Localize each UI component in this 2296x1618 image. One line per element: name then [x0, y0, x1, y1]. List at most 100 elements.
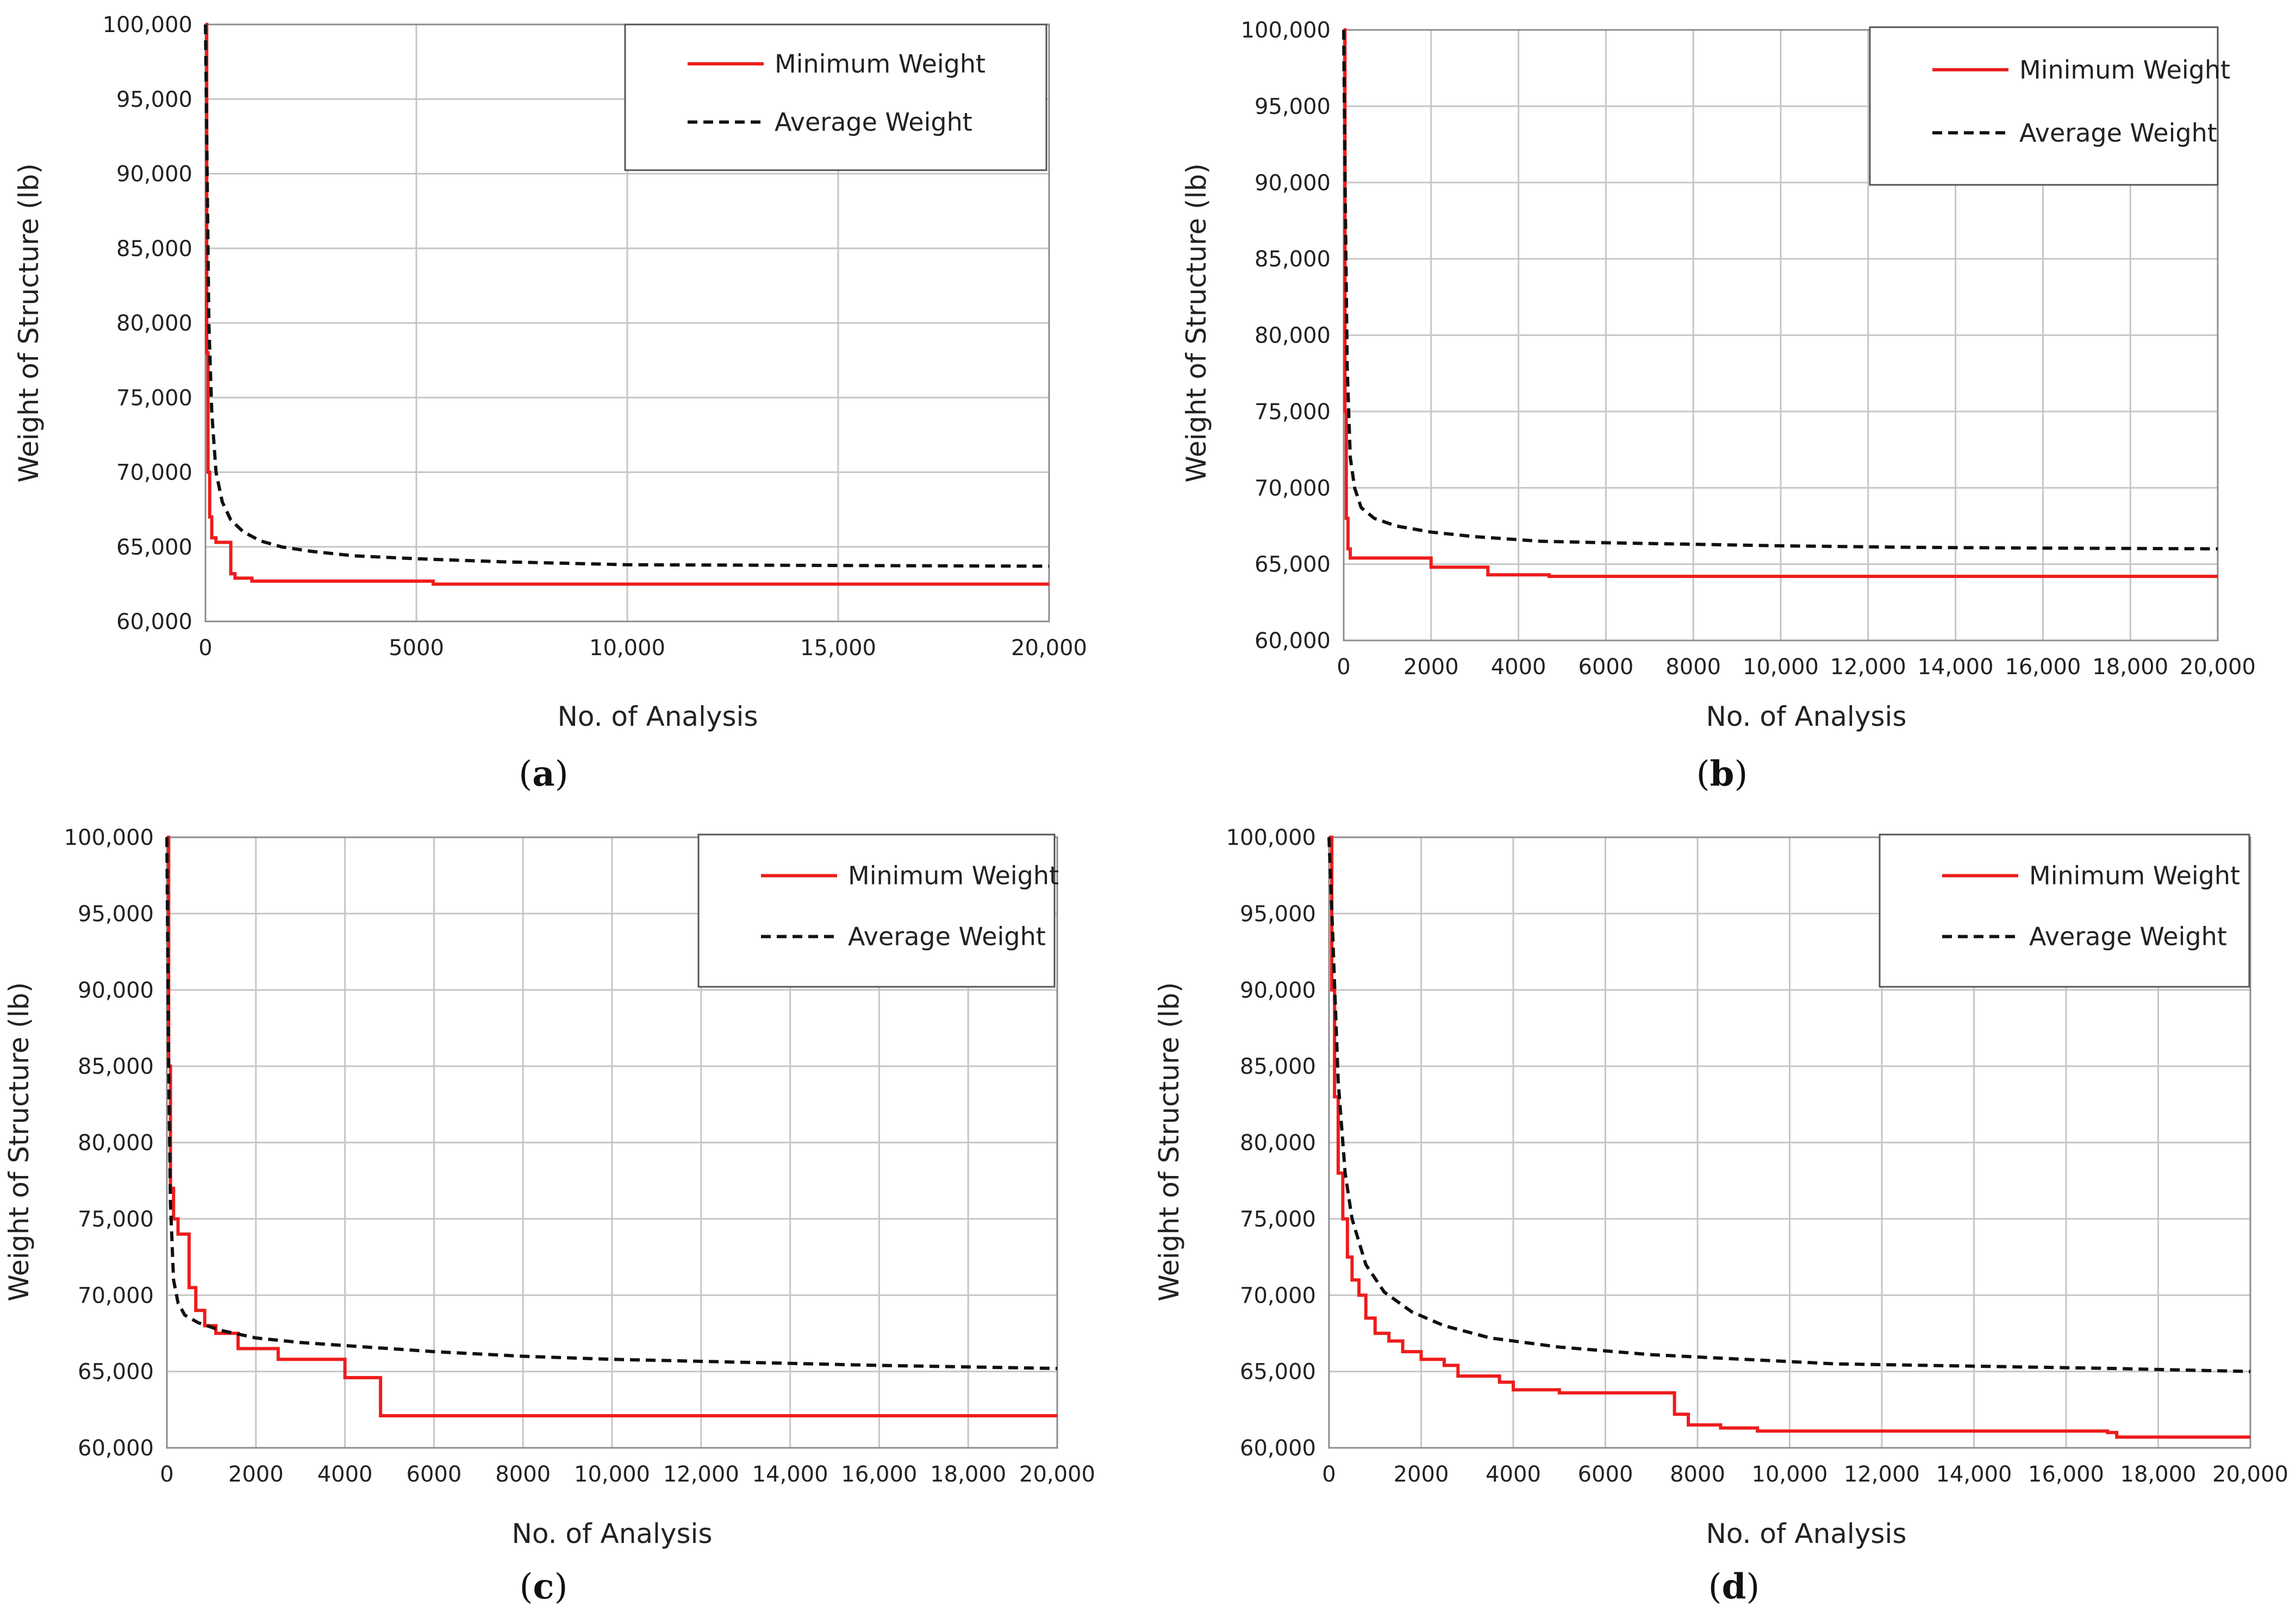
panel-c-y-tick-label: 100,000: [64, 825, 154, 850]
panel-c-y-tick-label: 95,000: [78, 901, 154, 926]
panel-b-x-tick-label: 18,000: [2092, 655, 2168, 680]
panel-d-y-tick-label: 85,000: [1240, 1054, 1316, 1079]
panel-a-x-tick-label: 5000: [389, 636, 444, 661]
panel-c-y-axis-title: Weight of Structure (lb): [3, 982, 35, 1301]
panel-a-ticks: 0 5000 10,000 15,000 20,000 60,000 65,000 70,00…: [103, 13, 1087, 661]
panel-b-legend-box: [1869, 26, 2219, 186]
panel-c-x-tick-label: 20,000: [1019, 1462, 1095, 1487]
panel-b-y-tick-label: 95,000: [1255, 94, 1331, 119]
panel-c-x-tick-label: 14,000: [752, 1462, 828, 1487]
panel-a-y-tick-label: 100,000: [103, 13, 192, 38]
panel-b-caption-letter: b: [1710, 754, 1735, 794]
panel-d-x-tick-label: 10,000: [1752, 1462, 1828, 1487]
panel-d-series: [1327, 836, 2251, 1439]
panel-c-legend-average-label: Average Weight: [848, 922, 1046, 951]
panel-b-caption: (b): [1696, 754, 1748, 794]
panel-b-x-tick-label: 8000: [1665, 655, 1721, 680]
panel-b-y-tick-label: 85,000: [1255, 247, 1331, 272]
panel-a-caption-letter: a: [532, 754, 554, 794]
panel-b-y-axis-title: Weight of Structure (lb): [1181, 163, 1212, 482]
panel-d-y-tick-label: 100,000: [1226, 825, 1316, 850]
panel-a-legend-average-label: Average Weight: [775, 108, 972, 137]
panel-a-caption: (a): [519, 754, 568, 794]
panel-b-y-tick-label: 70,000: [1255, 476, 1331, 501]
panel-b-y-tick-label: 65,000: [1255, 552, 1331, 577]
panel-a-x-axis-title: No. of Analysis: [558, 701, 758, 732]
panel-d-caption-letter: d: [1722, 1566, 1746, 1607]
panel-a-y-axis-title: Weight of Structure (lb): [13, 163, 45, 482]
panel-a-minimum-weight-line: [205, 23, 1049, 586]
panel-d-y-tick-label: 70,000: [1240, 1283, 1316, 1308]
panel-d-y-tick-label: 80,000: [1240, 1131, 1316, 1156]
panel-b-legend-average-label: Average Weight: [2019, 118, 2217, 147]
panel-d-minimum-weight-line: [1329, 836, 2250, 1439]
panel-a-x-tick-label: 20,000: [1011, 636, 1087, 661]
panel-d-x-tick-label: 4000: [1486, 1462, 1541, 1487]
panel-d-x-tick-label: 12,000: [1844, 1462, 1920, 1487]
panel-a-y-tick-label: 80,000: [116, 311, 192, 336]
panel-c-y-tick-label: 60,000: [78, 1436, 154, 1461]
panel-b-y-tick-label: 90,000: [1255, 171, 1331, 196]
panel-c-x-tick-label: 10,000: [574, 1462, 650, 1487]
panel-b-x-tick-label: 16,000: [2005, 655, 2081, 680]
panel-d-y-tick-label: 90,000: [1240, 978, 1316, 1003]
panel-c-average-weight-line: [165, 837, 1058, 1370]
panel-a-x-tick-label: 0: [198, 636, 212, 661]
panel-c-x-tick-label: 6000: [407, 1462, 462, 1487]
panel-c-caption-letter: c: [533, 1566, 554, 1607]
panel-d-x-tick-label: 14,000: [1936, 1462, 2012, 1487]
panel-d-x-tick-label: 0: [1322, 1462, 1336, 1487]
panel-c-x-axis-title: No. of Analysis: [512, 1518, 713, 1549]
panel-c-x-tick-label: 8000: [495, 1462, 551, 1487]
panel-d-y-tick-label: 95,000: [1240, 901, 1316, 926]
panel-b-x-tick-label: 4000: [1491, 655, 1546, 680]
panel-a-legend-minimum-label: Minimum Weight: [775, 49, 985, 78]
panel-c-x-tick-label: 0: [160, 1462, 173, 1487]
panel-d-legend-box: [1879, 833, 2250, 988]
panel-b-x-axis-title: No. of Analysis: [1706, 701, 1907, 732]
panel-a-y-tick-label: 65,000: [116, 535, 192, 560]
panel-c-x-tick-label: 2000: [228, 1462, 284, 1487]
panel-c-y-tick-label: 70,000: [78, 1283, 154, 1308]
panel-d-y-tick-label: 65,000: [1240, 1360, 1316, 1385]
panel-d-x-tick-label: 6000: [1578, 1462, 1633, 1487]
panel-d-caption: (d): [1708, 1566, 1760, 1607]
panel-b-minimum-weight-line: [1343, 28, 2218, 578]
panel-c-y-tick-label: 85,000: [78, 1054, 154, 1079]
panel-d-average-weight-line: [1327, 837, 2251, 1373]
panel-b-legend-minimum-label: Minimum Weight: [2019, 55, 2230, 84]
panel-b-ticks: 0 2000 4000 6000 8000 10,000 12,000 14,000 16,00…: [1241, 18, 2256, 680]
panel-a-y-tick-label: 75,000: [116, 385, 192, 410]
panel-c: 0 2000 4000 6000 8000 10,000 12,000 14,000 16,00…: [3, 825, 1095, 1607]
panel-c-y-tick-label: 90,000: [78, 978, 154, 1003]
panel-b-legend: Minimum Weight Average Weight: [1869, 26, 2230, 186]
panel-b-y-tick-label: 100,000: [1241, 18, 1331, 43]
panel-a-legend: Minimum Weight Average Weight: [624, 23, 1047, 171]
panel-b-series: [1342, 28, 2218, 578]
panel-a-legend-box: [624, 23, 1047, 171]
panel-c-plot-frame: [166, 836, 1058, 1449]
panel-b-y-tick-label: 60,000: [1255, 628, 1331, 654]
panel-d-x-axis-title: No. of Analysis: [1706, 1518, 1907, 1549]
panel-a-x-tick-label: 15,000: [800, 636, 876, 661]
panel-d: 0 2000 4000 6000 8000 10,000 12,000 14,000 16,00…: [1153, 825, 2288, 1607]
panel-c-y-tick-label: 80,000: [78, 1131, 154, 1156]
panel-a-y-tick-label: 90,000: [116, 162, 192, 187]
panel-b: 0 2000 4000 6000 8000 10,000 12,000 14,000 16,00…: [1181, 18, 2256, 794]
panel-b-x-tick-label: 20,000: [2180, 655, 2256, 680]
panel-c-series: [165, 836, 1058, 1417]
panel-a-x-tick-label: 10,000: [589, 636, 665, 661]
panel-a-y-tick-label: 60,000: [116, 609, 192, 634]
panel-b-y-tick-label: 75,000: [1255, 400, 1331, 425]
panel-c-x-tick-label: 12,000: [663, 1462, 739, 1487]
panel-c-legend: Minimum Weight Average Weight: [697, 833, 1059, 988]
panel-d-x-tick-label: 2000: [1394, 1462, 1449, 1487]
panel-d-legend-minimum-label: Minimum Weight: [2029, 861, 2240, 891]
panel-c-y-tick-label: 65,000: [78, 1360, 154, 1385]
panel-b-average-weight-line: [1342, 29, 2218, 551]
panel-c-x-tick-label: 18,000: [930, 1462, 1006, 1487]
panel-d-x-tick-label: 16,000: [2028, 1462, 2104, 1487]
panel-a-y-tick-label: 70,000: [116, 460, 192, 486]
panel-b-x-tick-label: 2000: [1403, 655, 1459, 680]
